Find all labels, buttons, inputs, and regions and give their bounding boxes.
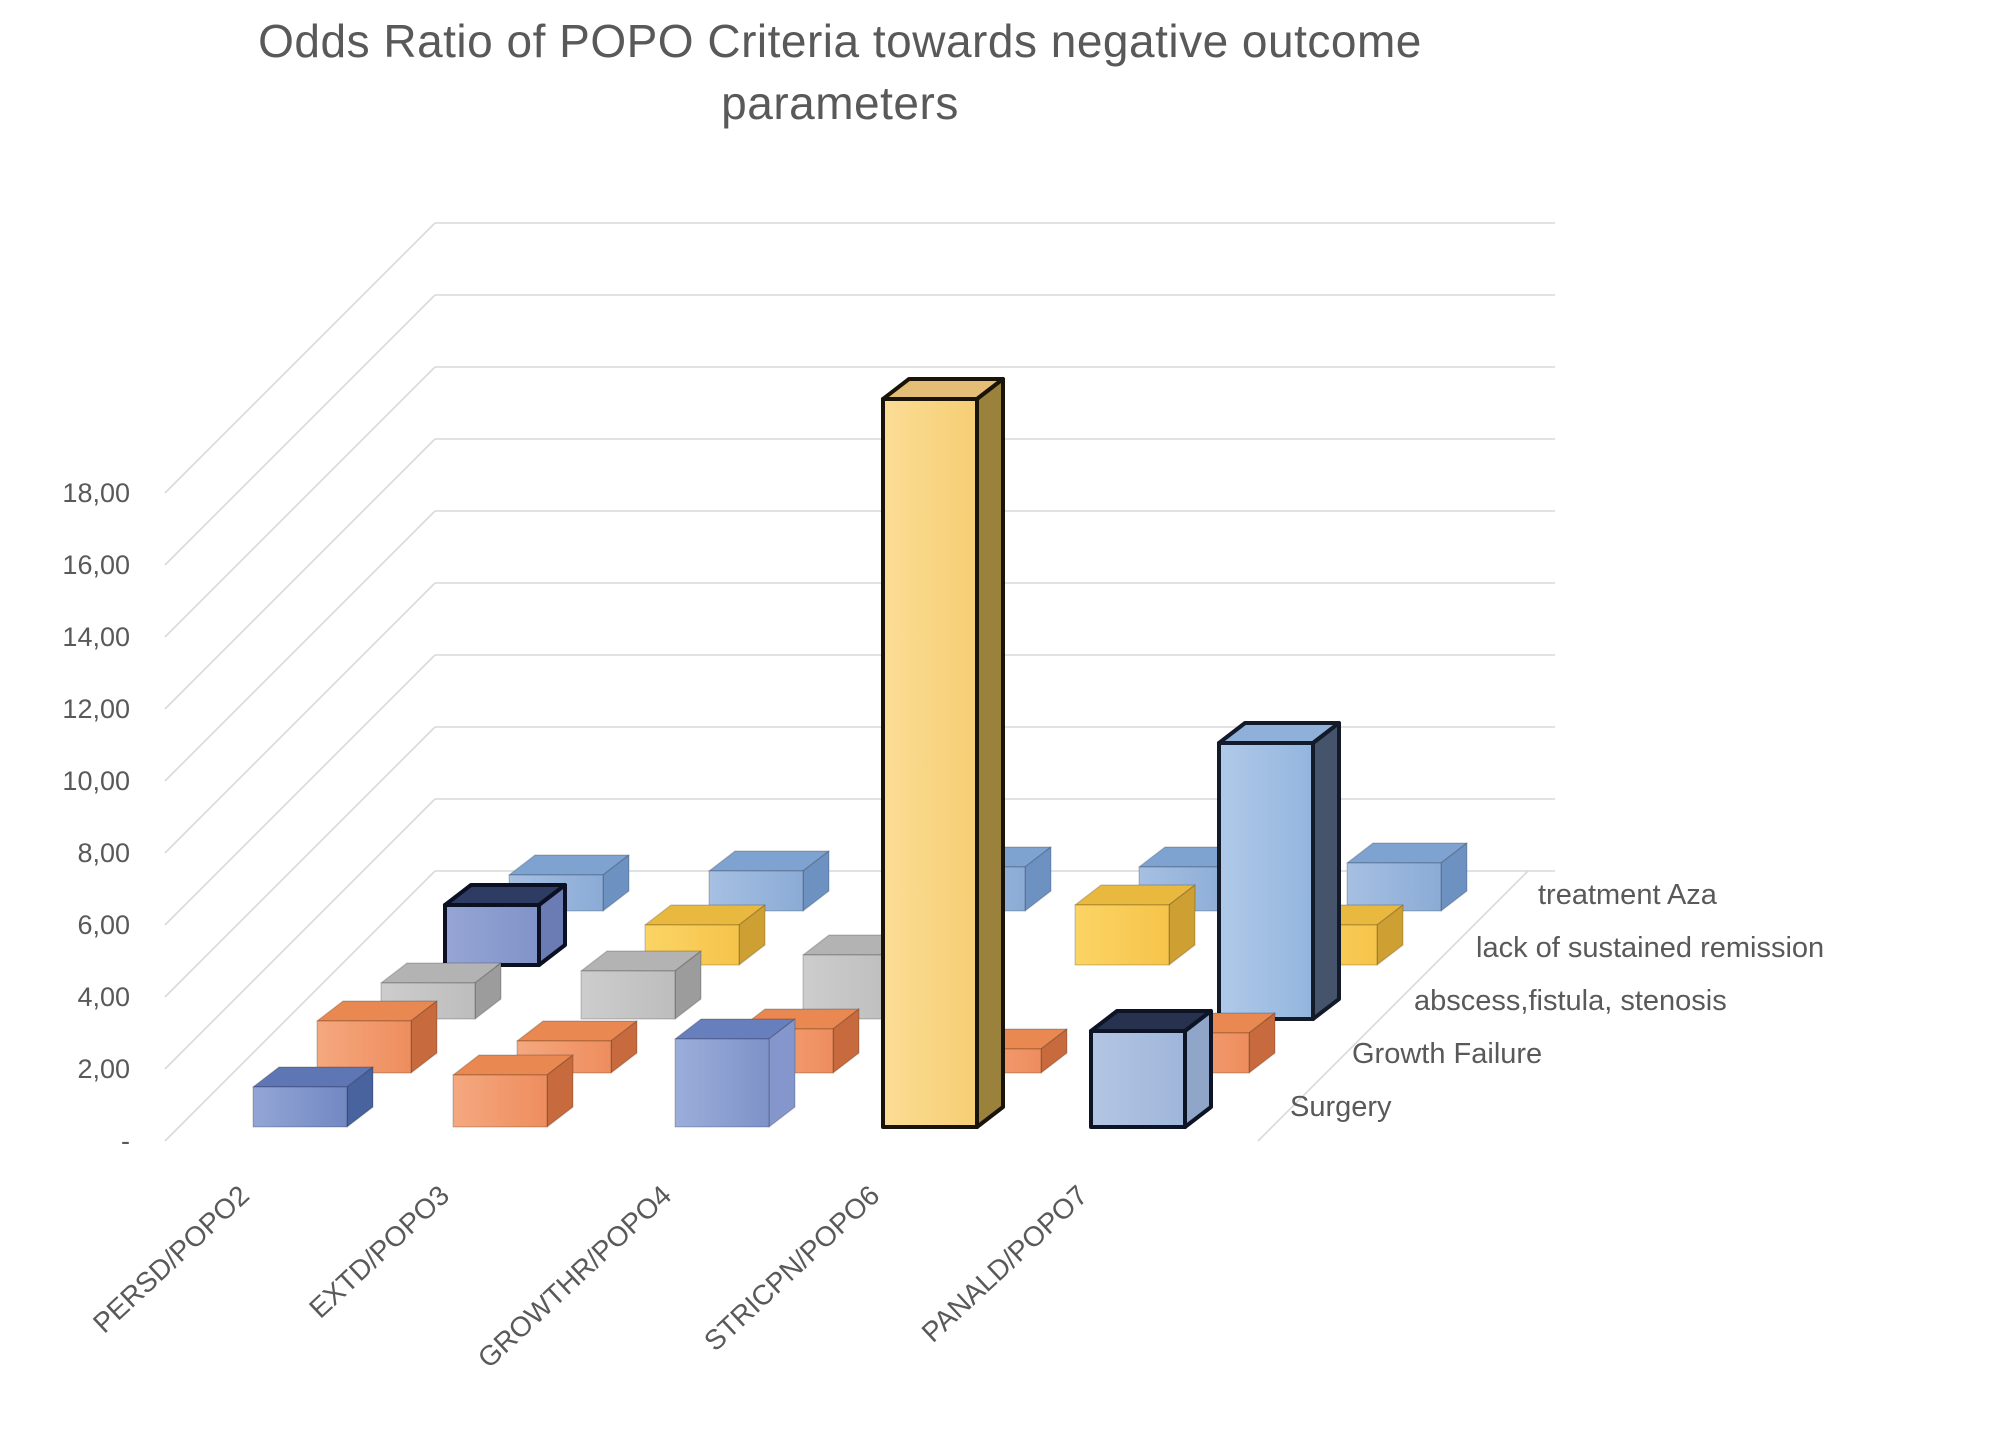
- left-wall-gridline: [164, 798, 436, 1070]
- y-axis-tick-label: 14,00: [62, 622, 130, 652]
- series-label-1: Growth Failure: [1352, 1038, 1543, 1070]
- bar-STRICPN-s0: [881, 377, 1005, 1129]
- bar-GROWTHR-s0: [674, 1018, 796, 1128]
- left-wall-gridline: [164, 654, 436, 926]
- bar-STRICPN-s3: [1074, 884, 1196, 966]
- series-label-0: Surgery: [1290, 1091, 1392, 1123]
- series-label-4: treatment Aza: [1538, 879, 1717, 911]
- left-wall-gridline: [164, 294, 436, 566]
- left-wall-gridline: [164, 438, 436, 710]
- series-label-2: abscess,fistula, stenosis: [1414, 985, 1727, 1017]
- left-wall-gridline: [164, 510, 436, 782]
- series-label-3: lack of sustained remission: [1476, 932, 1825, 964]
- bar-PERSD-s1: [316, 1000, 438, 1074]
- chart-title-line1: Odds Ratio of POPO Criteria towards nega…: [258, 15, 1422, 67]
- left-wall-gridline: [164, 582, 436, 854]
- bar-PANALD-s0: [1089, 1009, 1213, 1129]
- left-wall-gridline: [164, 726, 436, 998]
- left-wall-gridline: [164, 870, 436, 1142]
- floor-right-edge: [1257, 870, 1529, 1142]
- bar-PANALD-s4: [1346, 842, 1468, 912]
- y-axis-tick-label: 18,00: [62, 478, 130, 508]
- bar-EXTD-s0: [452, 1054, 574, 1128]
- bar-PERSD-s0: [252, 1066, 374, 1128]
- chart-title-line2: parameters: [721, 77, 959, 129]
- y-axis-tick-label: 6,00: [77, 910, 130, 940]
- y-axis-tick-label: 10,00: [62, 766, 130, 796]
- y-axis-tick-label: 2,00: [77, 1054, 130, 1084]
- bar-PERSD-s3: [443, 883, 567, 967]
- y-axis-tick-label: 8,00: [77, 838, 130, 868]
- bar-PANALD-s2: [1217, 721, 1341, 1021]
- y-axis-tick-label: 4,00: [77, 982, 130, 1012]
- y-axis-tick-label: 12,00: [62, 694, 130, 724]
- bar-EXTD-s4: [708, 850, 830, 912]
- y-axis-tick-label: -: [121, 1126, 130, 1156]
- y-axis-tick-label: 16,00: [62, 550, 130, 580]
- left-wall-gridline: [164, 222, 436, 494]
- bars: [252, 377, 1468, 1129]
- bar-EXTD-s2: [580, 950, 702, 1020]
- left-wall-gridline: [164, 366, 436, 638]
- chart-title: Odds Ratio of POPO Criteria towards nega…: [140, 10, 1540, 134]
